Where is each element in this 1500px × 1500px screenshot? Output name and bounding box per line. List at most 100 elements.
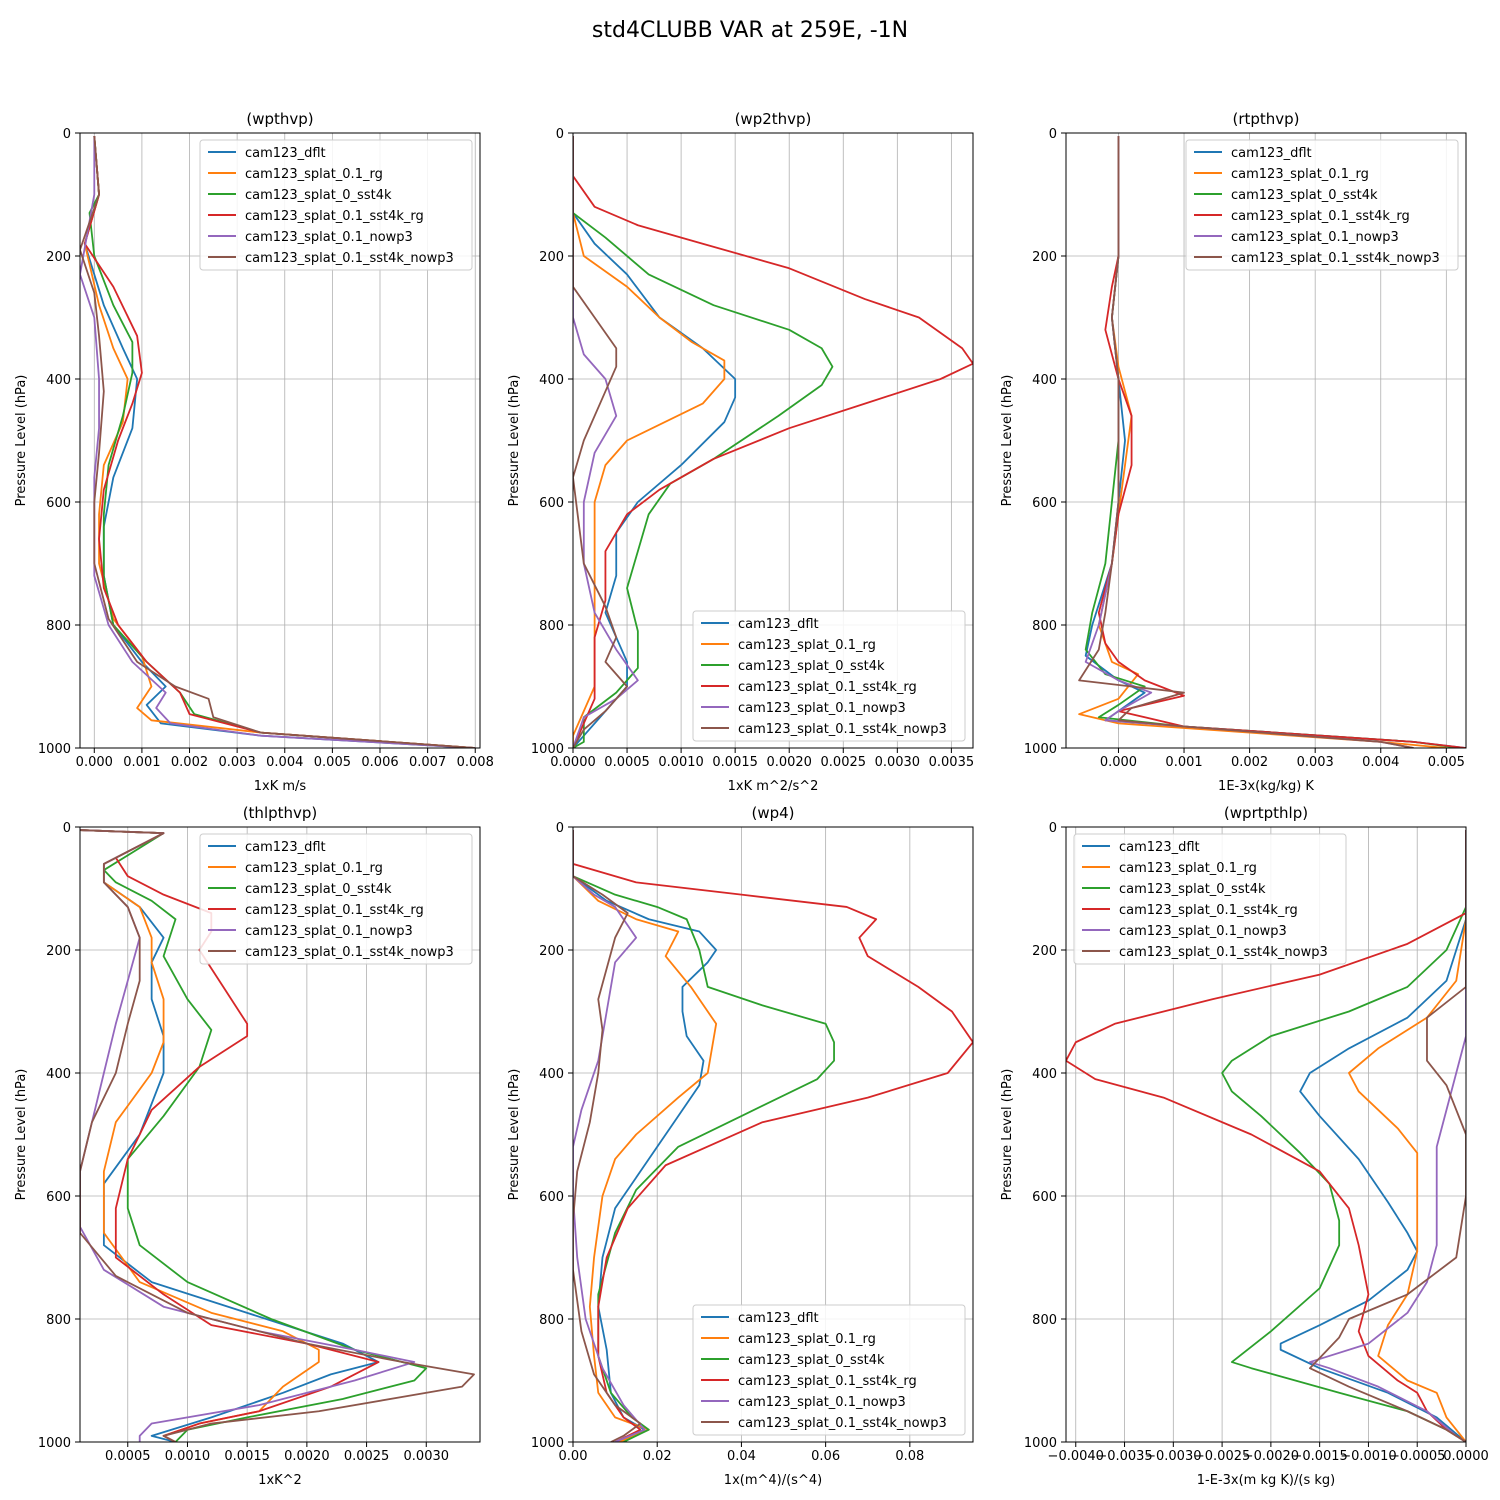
- series-line-cam123_splat_0_sst4k: [573, 830, 835, 1442]
- x-tick-label: 0.0025: [344, 1449, 390, 1464]
- panel-title: (wp4): [751, 804, 794, 822]
- axes-frame: [572, 132, 974, 749]
- legend-label: cam123_splat_0.1_rg: [1231, 167, 1369, 182]
- series-line-cam123_splat_0.1_sst4k_nowp3: [80, 829, 475, 1442]
- y-tick-label: 400: [1032, 1067, 1057, 1082]
- y-tick-label: 600: [1032, 496, 1057, 511]
- legend-box: [692, 610, 966, 742]
- chart-panel-3: 0.000 0.001 0.002 0.003 0.004 0.005 0 200 400 600…: [1000, 110, 1467, 794]
- x-tick-label: 0.002: [171, 755, 208, 770]
- y-tick-label: 800: [539, 1313, 564, 1328]
- y-tick-label: 200: [46, 944, 71, 959]
- y-axis-label: Pressure Level (hPa): [1000, 1069, 1015, 1201]
- legend-label: cam123_splat_0.1_nowp3: [1119, 924, 1287, 939]
- panel-title: (wpthvp): [246, 110, 313, 128]
- y-tick-label: 0: [556, 127, 564, 142]
- chart-panel-6: −0.0040−0.0035−0.0030−0.0025−0.0020−0.00…: [1000, 804, 1489, 1488]
- series-group: [573, 136, 973, 748]
- legend-label: cam123_splat_0.1_nowp3: [738, 1395, 906, 1410]
- series-line-cam123_splat_0.1_rg: [80, 829, 320, 1442]
- x-tick-label: 0.04: [727, 1449, 756, 1464]
- series-group: [80, 135, 476, 748]
- x-tick-label: 0.0015: [224, 1449, 270, 1464]
- x-tick-label: 0.0000: [550, 755, 596, 770]
- legend-label: cam123_splat_0.1_sst4k_rg: [738, 1374, 917, 1389]
- x-tick-label: 0.007: [409, 755, 446, 770]
- y-tick-label: 1000: [1024, 742, 1057, 757]
- y-tick-label: 600: [539, 1190, 564, 1205]
- x-tick-label: −0.0025: [1194, 1449, 1250, 1464]
- chart-panel-5: 0.00 0.02 0.04 0.06 0.08 0 200 400 600 800 1000 (wp…: [507, 804, 974, 1488]
- legend-label: cam123_splat_0.1_sst4k_nowp3: [245, 945, 454, 960]
- y-tick-label: 0: [1049, 821, 1057, 836]
- legend-label: cam123_splat_0.1_sst4k_rg: [245, 903, 424, 918]
- series-line-cam123_splat_0.1_sst4k_rg: [83, 135, 476, 748]
- y-axis-label: Pressure Level (hPa): [507, 1069, 522, 1201]
- series-line-cam123_splat_0.1_sst4k_rg: [573, 830, 973, 1442]
- series-line-cam123_splat_0.1_sst4k_nowp3: [573, 830, 642, 1442]
- legend-label: cam123_splat_0.1_sst4k_rg: [245, 209, 424, 224]
- legend-label: cam123_splat_0.1_sst4k_nowp3: [1231, 251, 1440, 266]
- x-tick-label: 0.0020: [284, 1449, 330, 1464]
- x-tick-label: 0.000: [76, 755, 113, 770]
- y-tick-label: 400: [1032, 373, 1057, 388]
- series-group: [80, 829, 475, 1442]
- legend-label: cam123_splat_0.1_rg: [1119, 861, 1257, 876]
- legend-label: cam123_splat_0_sst4k: [245, 188, 392, 203]
- series-line-cam123_splat_0.1_rg: [1348, 830, 1466, 1442]
- x-tick-label: 0.08: [895, 1449, 924, 1464]
- axes-frame: [79, 826, 481, 1443]
- chart-panel-2: 0.0000 0.0005 0.0010 0.0015 0.0020 0.0025 0.00…: [507, 110, 974, 794]
- y-tick-label: 1000: [1024, 1436, 1057, 1451]
- y-tick-label: 800: [539, 619, 564, 634]
- series-line-cam123_splat_0.1_sst4k_rg: [1097, 136, 1466, 748]
- legend-label: cam123_splat_0_sst4k: [1231, 188, 1378, 203]
- legend-box: [199, 833, 473, 965]
- x-tick-label: 0.0035: [929, 755, 975, 770]
- series-line-cam123_splat_0.1_sst4k_nowp3: [1309, 830, 1466, 1442]
- x-axis-label: 1-E-3x(m kg K)/(s kg): [1197, 1473, 1335, 1488]
- x-tick-label: −0.0005: [1389, 1449, 1445, 1464]
- y-tick-label: 200: [539, 250, 564, 265]
- legend-label: cam123_splat_0_sst4k: [1119, 882, 1266, 897]
- y-tick-label: 0: [1049, 127, 1057, 142]
- x-tick-label: 0.06: [811, 1449, 840, 1464]
- y-tick-label: 0: [63, 127, 71, 142]
- axes-frame: [572, 826, 974, 1443]
- x-tick-label: 0.0010: [658, 755, 704, 770]
- y-tick-label: 200: [1032, 944, 1057, 959]
- series-line-cam123_splat_0.1_sst4k_nowp3: [80, 135, 476, 748]
- legend-label: cam123_splat_0.1_nowp3: [1231, 230, 1399, 245]
- y-tick-label: 1000: [38, 1436, 71, 1451]
- legend-label: cam123_splat_0.1_rg: [738, 1332, 876, 1347]
- y-tick-label: 1000: [38, 742, 71, 757]
- panel-title: (wprtpthlp): [1224, 804, 1308, 822]
- y-tick-label: 800: [46, 619, 71, 634]
- x-axis-label: 1E-3x(kg/kg) K: [1218, 779, 1314, 794]
- x-tick-label: 0.003: [219, 755, 256, 770]
- legend: cam123_dflt cam123_splat_0.1_rg cam123_spl…: [1185, 139, 1459, 271]
- axes-frame: [1065, 132, 1467, 749]
- y-axis-label: Pressure Level (hPa): [1000, 375, 1015, 507]
- legend-label: cam123_dflt: [245, 146, 326, 161]
- x-axis-label: 1xK m^2/s^2: [728, 779, 819, 794]
- y-tick-label: 1000: [531, 742, 564, 757]
- y-tick-label: 800: [1032, 619, 1057, 634]
- y-tick-label: 200: [1032, 250, 1057, 265]
- series-line-cam123_dflt: [1279, 830, 1466, 1442]
- legend: cam123_dflt cam123_splat_0.1_rg cam123_spl…: [692, 1304, 966, 1436]
- x-tick-label: 0.02: [643, 1449, 672, 1464]
- y-tick-label: 1000: [531, 1436, 564, 1451]
- y-axis-label: Pressure Level (hPa): [14, 375, 29, 507]
- x-axis-label: 1xK m/s: [254, 779, 307, 794]
- x-tick-label: 0.0005: [105, 1449, 151, 1464]
- x-tick-label: 0.0005: [604, 755, 650, 770]
- y-tick-label: 600: [539, 496, 564, 511]
- x-tick-label: 0.00: [559, 1449, 588, 1464]
- legend-label: cam123_splat_0.1_sst4k_rg: [1231, 209, 1410, 224]
- legend-label: cam123_splat_0_sst4k: [245, 882, 392, 897]
- chart-panel-1: 0.000 0.001 0.002 0.003 0.004 0.005 0.006 0.007…: [14, 110, 494, 794]
- legend-label: cam123_splat_0.1_sst4k_nowp3: [1119, 945, 1328, 960]
- panel-title: (wp2thvp): [735, 110, 812, 128]
- x-tick-label: 0.001: [123, 755, 160, 770]
